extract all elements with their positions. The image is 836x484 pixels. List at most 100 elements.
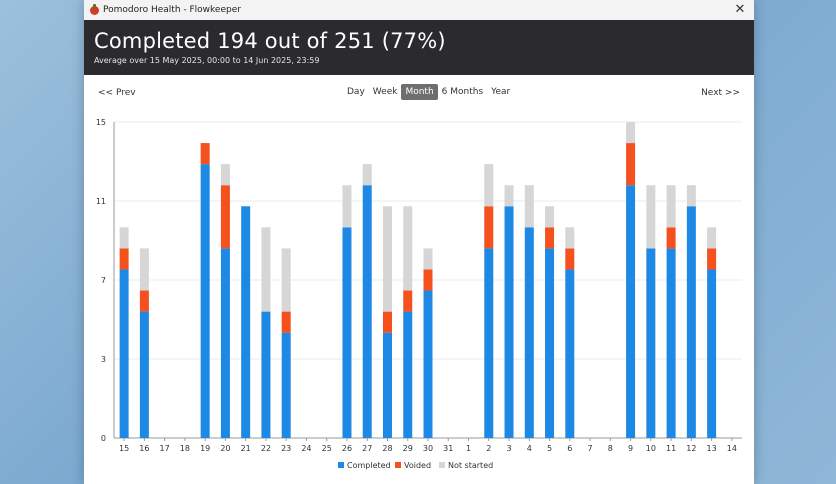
title-bar: Pomodoro Health - Flowkeeper ✕ [84, 0, 754, 20]
x-tick-label: 13 [707, 444, 717, 453]
bar-voided-29 [403, 290, 413, 312]
bar-voided-20 [220, 185, 230, 249]
x-tick-label: 30 [423, 444, 433, 453]
x-tick-label: 15 [119, 444, 129, 453]
x-tick-label: 28 [382, 444, 392, 453]
y-tick-label: 7 [101, 276, 106, 285]
bar-voided-16 [139, 290, 149, 312]
bar-not-started-6 [565, 227, 575, 249]
x-tick-label: 26 [342, 444, 352, 453]
bar-completed-5 [545, 248, 555, 438]
bar-not-started-5 [545, 206, 555, 228]
bar-voided-5 [545, 227, 555, 249]
tomato-icon [90, 3, 99, 15]
y-tick-label: 3 [101, 355, 106, 364]
window-title: Pomodoro Health - Flowkeeper [103, 5, 241, 15]
x-tick-label: 20 [220, 444, 230, 453]
bar-completed-12 [686, 206, 696, 438]
period-day[interactable]: Day [347, 87, 365, 97]
bar-not-started-15 [119, 227, 129, 249]
bar-completed-19 [200, 164, 210, 438]
y-tick-label: 0 [101, 434, 106, 443]
bar-voided-11 [666, 227, 676, 249]
x-tick-label: 1 [466, 444, 471, 453]
bar-completed-27 [362, 185, 372, 438]
period-week[interactable]: Week [372, 87, 398, 97]
next-button[interactable]: Next >> [701, 88, 740, 98]
x-tick-label: 12 [686, 444, 696, 453]
x-tick-label: 31 [443, 444, 453, 453]
x-tick-label: 9 [628, 444, 633, 453]
bar-completed-22 [261, 311, 271, 438]
x-tick-label: 19 [200, 444, 210, 453]
bar-not-started-9 [626, 122, 636, 144]
x-tick-label: 21 [241, 444, 251, 453]
x-tick-label: 27 [362, 444, 372, 453]
bar-not-started-2 [484, 164, 494, 207]
bar-not-started-30 [423, 248, 433, 270]
bar-voided-19 [200, 143, 210, 165]
legend-swatch [395, 462, 401, 468]
app-window: Pomodoro Health - Flowkeeper ✕ Completed… [84, 0, 754, 484]
x-tick-label: 5 [547, 444, 552, 453]
bar-voided-9 [626, 143, 636, 186]
bar-not-started-29 [403, 206, 413, 291]
bar-not-started-20 [220, 164, 230, 186]
x-tick-label: 2 [486, 444, 491, 453]
bar-not-started-12 [686, 185, 696, 207]
period-month[interactable]: Month [401, 84, 438, 100]
bar-not-started-13 [707, 227, 717, 249]
bar-completed-21 [241, 206, 251, 438]
x-tick-label: 29 [403, 444, 413, 453]
bar-not-started-11 [666, 185, 676, 228]
bar-not-started-27 [362, 164, 372, 186]
legend-label: Voided [404, 461, 431, 470]
x-tick-label: 7 [588, 444, 593, 453]
legend-swatch [439, 462, 445, 468]
bar-not-started-3 [504, 185, 514, 207]
bar-completed-11 [666, 248, 676, 438]
x-tick-label: 16 [139, 444, 149, 453]
bar-completed-13 [707, 269, 717, 438]
legend-swatch [338, 462, 344, 468]
close-icon[interactable]: ✕ [734, 2, 746, 17]
bar-voided-30 [423, 269, 433, 291]
x-tick-label: 11 [666, 444, 676, 453]
bar-completed-2 [484, 248, 494, 438]
x-tick-label: 14 [727, 444, 737, 453]
period-selector: Day Week Month 6 Months Year [343, 84, 514, 100]
bar-not-started-23 [281, 248, 291, 312]
bar-voided-15 [119, 248, 129, 270]
bar-voided-6 [565, 248, 575, 270]
bar-completed-16 [139, 311, 149, 438]
bar-not-started-10 [646, 185, 656, 249]
prev-button[interactable]: << Prev [98, 88, 136, 98]
x-tick-label: 23 [281, 444, 291, 453]
y-tick-label: 11 [96, 197, 106, 206]
bar-not-started-4 [524, 185, 534, 228]
bar-voided-23 [281, 311, 291, 333]
summary-title: Completed 194 out of 251 (77%) [94, 29, 446, 53]
x-tick-label: 8 [608, 444, 613, 453]
bar-completed-20 [220, 248, 230, 438]
period-year[interactable]: Year [491, 87, 511, 97]
x-tick-label: 18 [180, 444, 190, 453]
bar-completed-26 [342, 227, 352, 438]
bar-completed-6 [565, 269, 575, 438]
bar-not-started-26 [342, 185, 352, 228]
summary-header: Completed 194 out of 251 (77%) Average o… [84, 20, 754, 75]
bar-not-started-16 [139, 248, 149, 291]
bar-voided-13 [707, 248, 717, 270]
period-navigation: << Prev Day Week Month 6 Months Year Nex… [84, 75, 754, 107]
x-tick-label: 4 [527, 444, 532, 453]
bar-completed-3 [504, 206, 514, 438]
bar-voided-2 [484, 206, 494, 249]
bar-voided-28 [382, 311, 392, 333]
y-tick-label: 15 [96, 118, 106, 127]
bar-completed-23 [281, 332, 291, 438]
x-tick-label: 24 [301, 444, 311, 453]
x-tick-label: 3 [506, 444, 511, 453]
bar-completed-4 [524, 227, 534, 438]
period-6-months[interactable]: 6 Months [441, 87, 484, 97]
